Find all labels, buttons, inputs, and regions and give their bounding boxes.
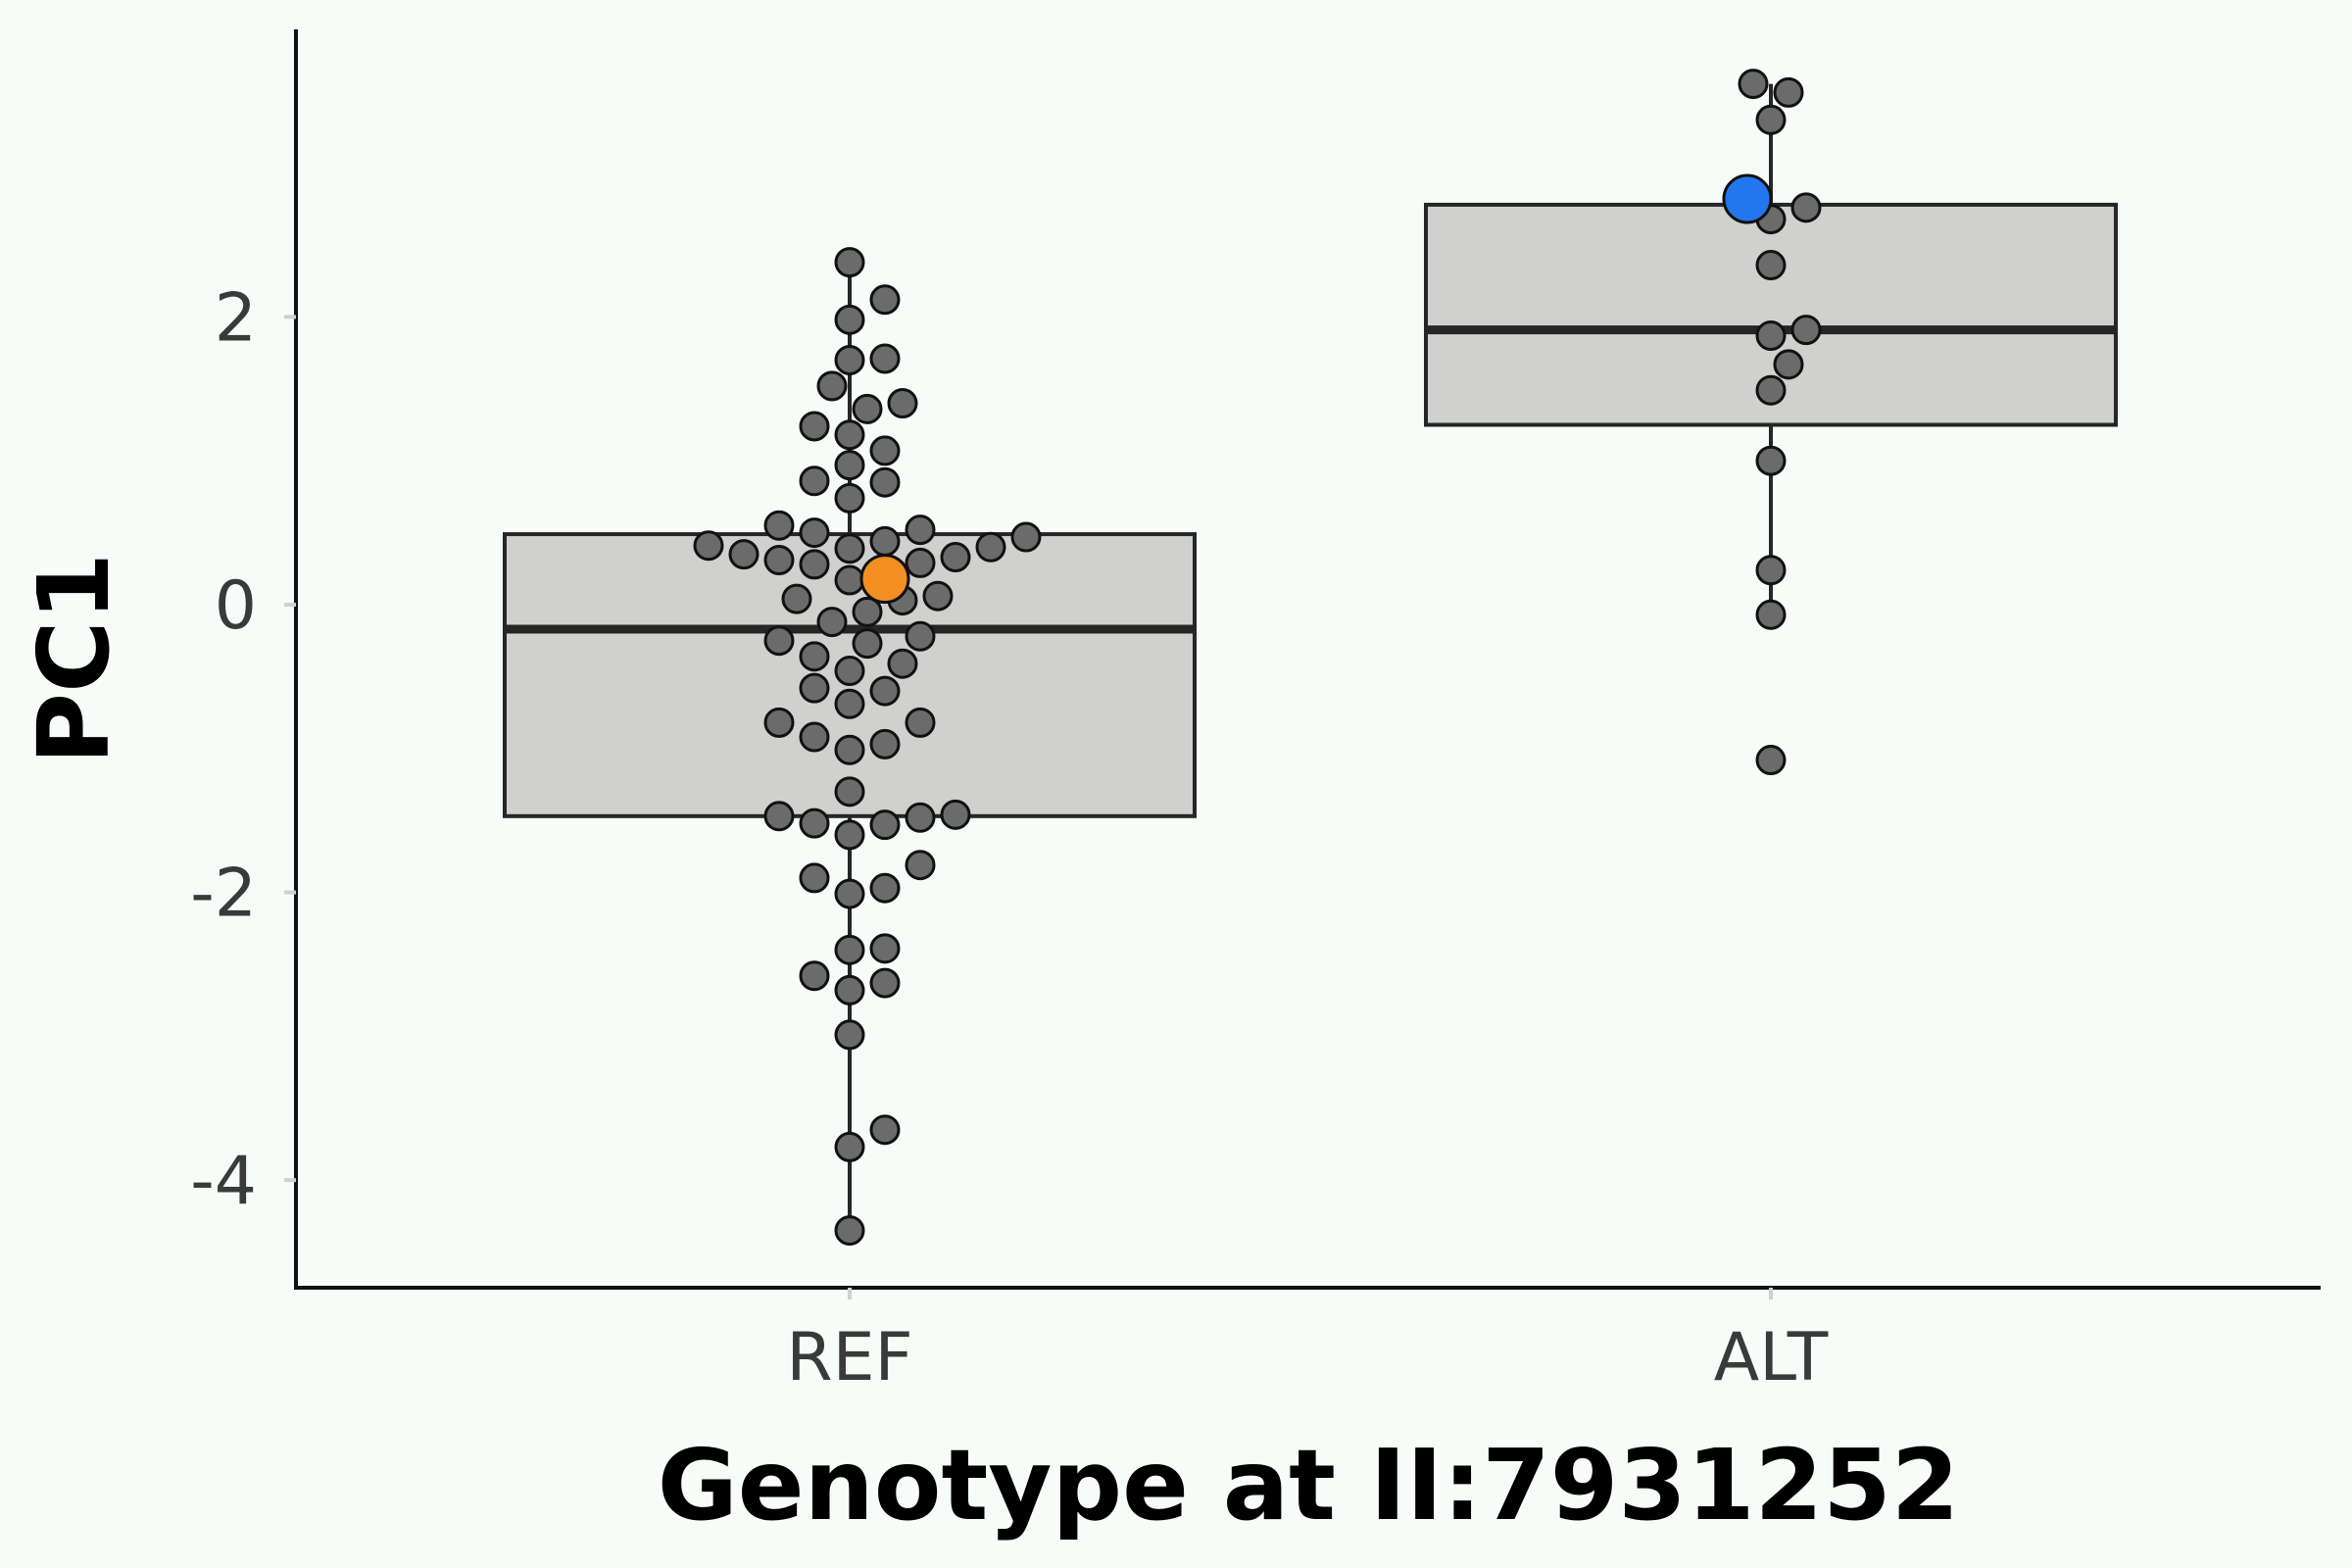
data-point-alt-12 (1773, 76, 1804, 108)
y-axis-title: PC1 (17, 553, 131, 764)
data-point-ref-26 (869, 675, 901, 707)
data-point-ref-25 (834, 688, 865, 719)
data-point-alt-5 (1773, 349, 1804, 380)
data-point-alt-13 (1738, 69, 1769, 100)
data-point-ref-68 (834, 247, 865, 278)
data-point-ref-6 (799, 960, 830, 992)
data-point-ref-55 (869, 466, 901, 498)
data-point-alt-0 (1755, 745, 1787, 776)
data-point-ref-4 (834, 974, 865, 1005)
y-tick-label: -4 (190, 1143, 257, 1220)
data-point-ref-58 (869, 435, 901, 466)
data-point-ref-27 (799, 672, 830, 704)
data-point-ref-9 (834, 878, 865, 909)
data-point-ref-39 (834, 564, 865, 596)
data-point-ref-66 (834, 304, 865, 335)
data-point-ref-62 (887, 387, 918, 418)
data-point-ref-24 (763, 707, 795, 738)
data-point-ref-17 (763, 801, 795, 832)
data-point-ref-1 (834, 1131, 865, 1162)
data-point-ref-64 (834, 344, 865, 375)
y-tick-label: -2 (190, 856, 257, 933)
data-point-alt-8 (1755, 250, 1787, 281)
data-point-ref-45 (728, 539, 760, 570)
data-point-ref-50 (1010, 521, 1042, 553)
data-point-ref-13 (834, 819, 865, 851)
data-point-alt-10 (1790, 192, 1822, 223)
data-point-ref-60 (799, 411, 830, 442)
data-point-ref-65 (869, 343, 901, 374)
data-point-ref-57 (834, 450, 865, 481)
y-tick-label: 0 (215, 567, 257, 645)
data-point-ref-8 (869, 933, 901, 964)
data-point-ref-0 (834, 1215, 865, 1247)
data-point-ref-48 (693, 530, 724, 562)
data-point-ref-19 (834, 776, 865, 808)
data-point-ref-33 (905, 620, 936, 652)
data-point-ref-51 (799, 517, 830, 549)
data-point-ref-35 (852, 596, 883, 627)
data-point-ref-54 (834, 482, 865, 514)
data-point-ref-43 (763, 544, 795, 575)
data-point-ref-15 (799, 808, 830, 839)
axes-layer (294, 29, 2321, 1290)
x-tick-label-ref: REF (786, 1319, 912, 1396)
data-point-ref-61 (852, 393, 883, 424)
x-axis-title: Genotype at II:7931252 (658, 1428, 1960, 1543)
x-tick-label-alt: ALT (1714, 1319, 1829, 1396)
data-point-ref-11 (799, 862, 830, 894)
data-point-ref-44 (940, 542, 971, 573)
data-point-ref-20 (834, 734, 865, 765)
data-point-alt-6 (1755, 319, 1787, 351)
data-point-ref-21 (869, 728, 901, 760)
data-point-ref-18 (940, 799, 971, 830)
data-point-ref-32 (763, 625, 795, 657)
data-point-ref-34 (816, 607, 848, 638)
data-point-alt-1 (1755, 599, 1787, 630)
data-point-ref-52 (905, 514, 936, 546)
data-point-ref-23 (905, 707, 936, 738)
data-point-ref-16 (905, 802, 936, 833)
highlight-layer (859, 173, 1773, 605)
highlight-point-alt (1722, 173, 1773, 224)
data-point-ref-37 (781, 583, 812, 614)
data-point-ref-7 (834, 934, 865, 965)
data-point-ref-28 (834, 656, 865, 687)
highlight-point-ref (859, 554, 910, 605)
data-point-ref-56 (799, 466, 830, 497)
data-point-ref-46 (834, 533, 865, 564)
data-point-ref-67 (869, 284, 901, 316)
data-point-ref-38 (922, 580, 954, 612)
data-point-alt-4 (1755, 374, 1787, 406)
data-point-ref-29 (887, 648, 918, 679)
data-point-ref-31 (852, 628, 883, 660)
data-point-ref-14 (869, 809, 901, 841)
data-point-ref-2 (869, 1114, 901, 1146)
data-point-alt-11 (1755, 104, 1787, 135)
data-point-ref-59 (834, 419, 865, 451)
data-point-alt-7 (1790, 315, 1822, 346)
data-point-ref-42 (905, 547, 936, 578)
data-point-ref-10 (869, 872, 901, 904)
data-point-ref-12 (905, 850, 936, 881)
data-point-ref-30 (799, 641, 830, 672)
data-point-ref-5 (869, 967, 901, 999)
ticks-layer: -4 -2 0 2 REF ALT (190, 279, 1829, 1396)
data-point-ref-63 (816, 370, 848, 402)
data-point-alt-2 (1755, 555, 1787, 586)
y-tick-label: 2 (215, 279, 257, 357)
data-point-alt-3 (1755, 445, 1787, 476)
data-point-ref-47 (975, 531, 1006, 563)
data-point-ref-41 (799, 549, 830, 580)
data-point-ref-53 (763, 510, 795, 541)
data-point-ref-3 (834, 1019, 865, 1051)
data-point-ref-22 (799, 721, 830, 753)
data-point-ref-49 (869, 525, 901, 557)
